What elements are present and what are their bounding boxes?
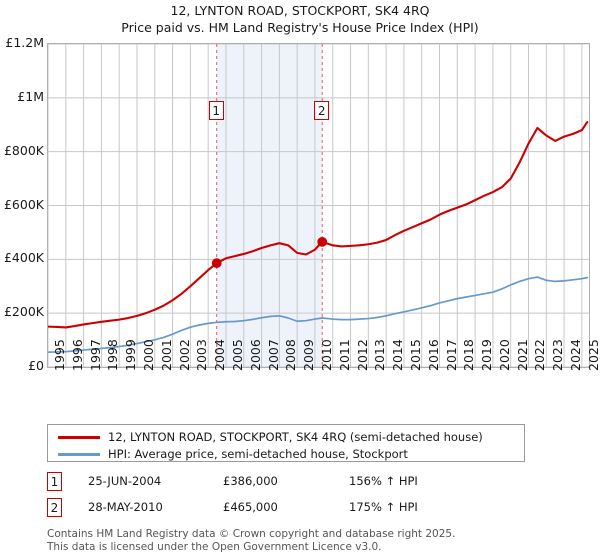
footer-line-1: Contains HM Land Registry data © Crown c… xyxy=(47,528,456,540)
y-axis-tick-label: £1.2M xyxy=(5,35,44,50)
legend-item: 12, LYNTON ROAD, STOCKPORT, SK4 4RQ (sem… xyxy=(48,428,524,447)
legend-color-swatch xyxy=(58,436,100,439)
y-axis-tick-label: £0 xyxy=(28,358,44,373)
y-axis-tick-label: £800K xyxy=(3,142,44,158)
y-axis-tick-label: £600K xyxy=(3,196,44,212)
transaction-index-badge: 2 xyxy=(47,498,62,517)
transaction-price: £465,000 xyxy=(223,500,278,514)
footer-attribution: Contains HM Land Registry data © Crown c… xyxy=(47,528,587,553)
chart-plot-area xyxy=(47,43,590,368)
footer-line-2: This data is licensed under the Open Gov… xyxy=(47,540,382,553)
chart-header: 12, LYNTON ROAD, STOCKPORT, SK4 4RQ Pric… xyxy=(0,2,600,36)
transaction-dots xyxy=(211,236,328,269)
legend-label: 12, LYNTON ROAD, STOCKPORT, SK4 4RQ (sem… xyxy=(108,430,483,444)
page-title: 12, LYNTON ROAD, STOCKPORT, SK4 4RQ xyxy=(170,3,430,18)
transaction-price: £386,000 xyxy=(223,474,278,488)
transactions-table: 1 25-JUN-2004 £386,000 156% ↑ HPI 2 28-MAY-20… xyxy=(47,470,547,522)
table-row[interactable]: 1 25-JUN-2004 £386,000 156% ↑ HPI xyxy=(47,470,547,496)
transaction-hpi-delta: 175% ↑ HPI xyxy=(349,500,418,514)
table-row[interactable]: 2 28-MAY-2010 £465,000 175% ↑ HPI xyxy=(47,496,547,522)
series-layer xyxy=(48,121,589,354)
y-axis-tick-label: £1M xyxy=(17,88,44,104)
transaction-dot-1 xyxy=(211,258,222,269)
hpi-average-line xyxy=(48,276,589,354)
gridlines-layer xyxy=(48,44,589,367)
chart-legend: 12, LYNTON ROAD, STOCKPORT, SK4 4RQ (sem… xyxy=(47,424,525,462)
price-history-chart xyxy=(48,44,589,367)
y-axis-tick-label: £200K xyxy=(3,304,44,320)
legend-label: HPI: Average price, semi-detached house,… xyxy=(108,447,408,461)
transaction-hpi-delta: 156% ↑ HPI xyxy=(349,474,418,488)
transaction-date: 25-JUN-2004 xyxy=(88,474,162,488)
transaction-index-badge: 1 xyxy=(47,472,62,491)
property-price-line xyxy=(48,121,589,329)
transaction-date: 28-MAY-2010 xyxy=(88,500,163,514)
legend-color-swatch xyxy=(58,453,100,456)
legend-item: HPI: Average price, semi-detached house,… xyxy=(48,445,524,464)
transaction-dot-2 xyxy=(317,236,328,247)
y-axis-tick-label: £400K xyxy=(3,250,44,266)
page-subtitle: Price paid vs. HM Land Registry's House … xyxy=(121,20,479,35)
